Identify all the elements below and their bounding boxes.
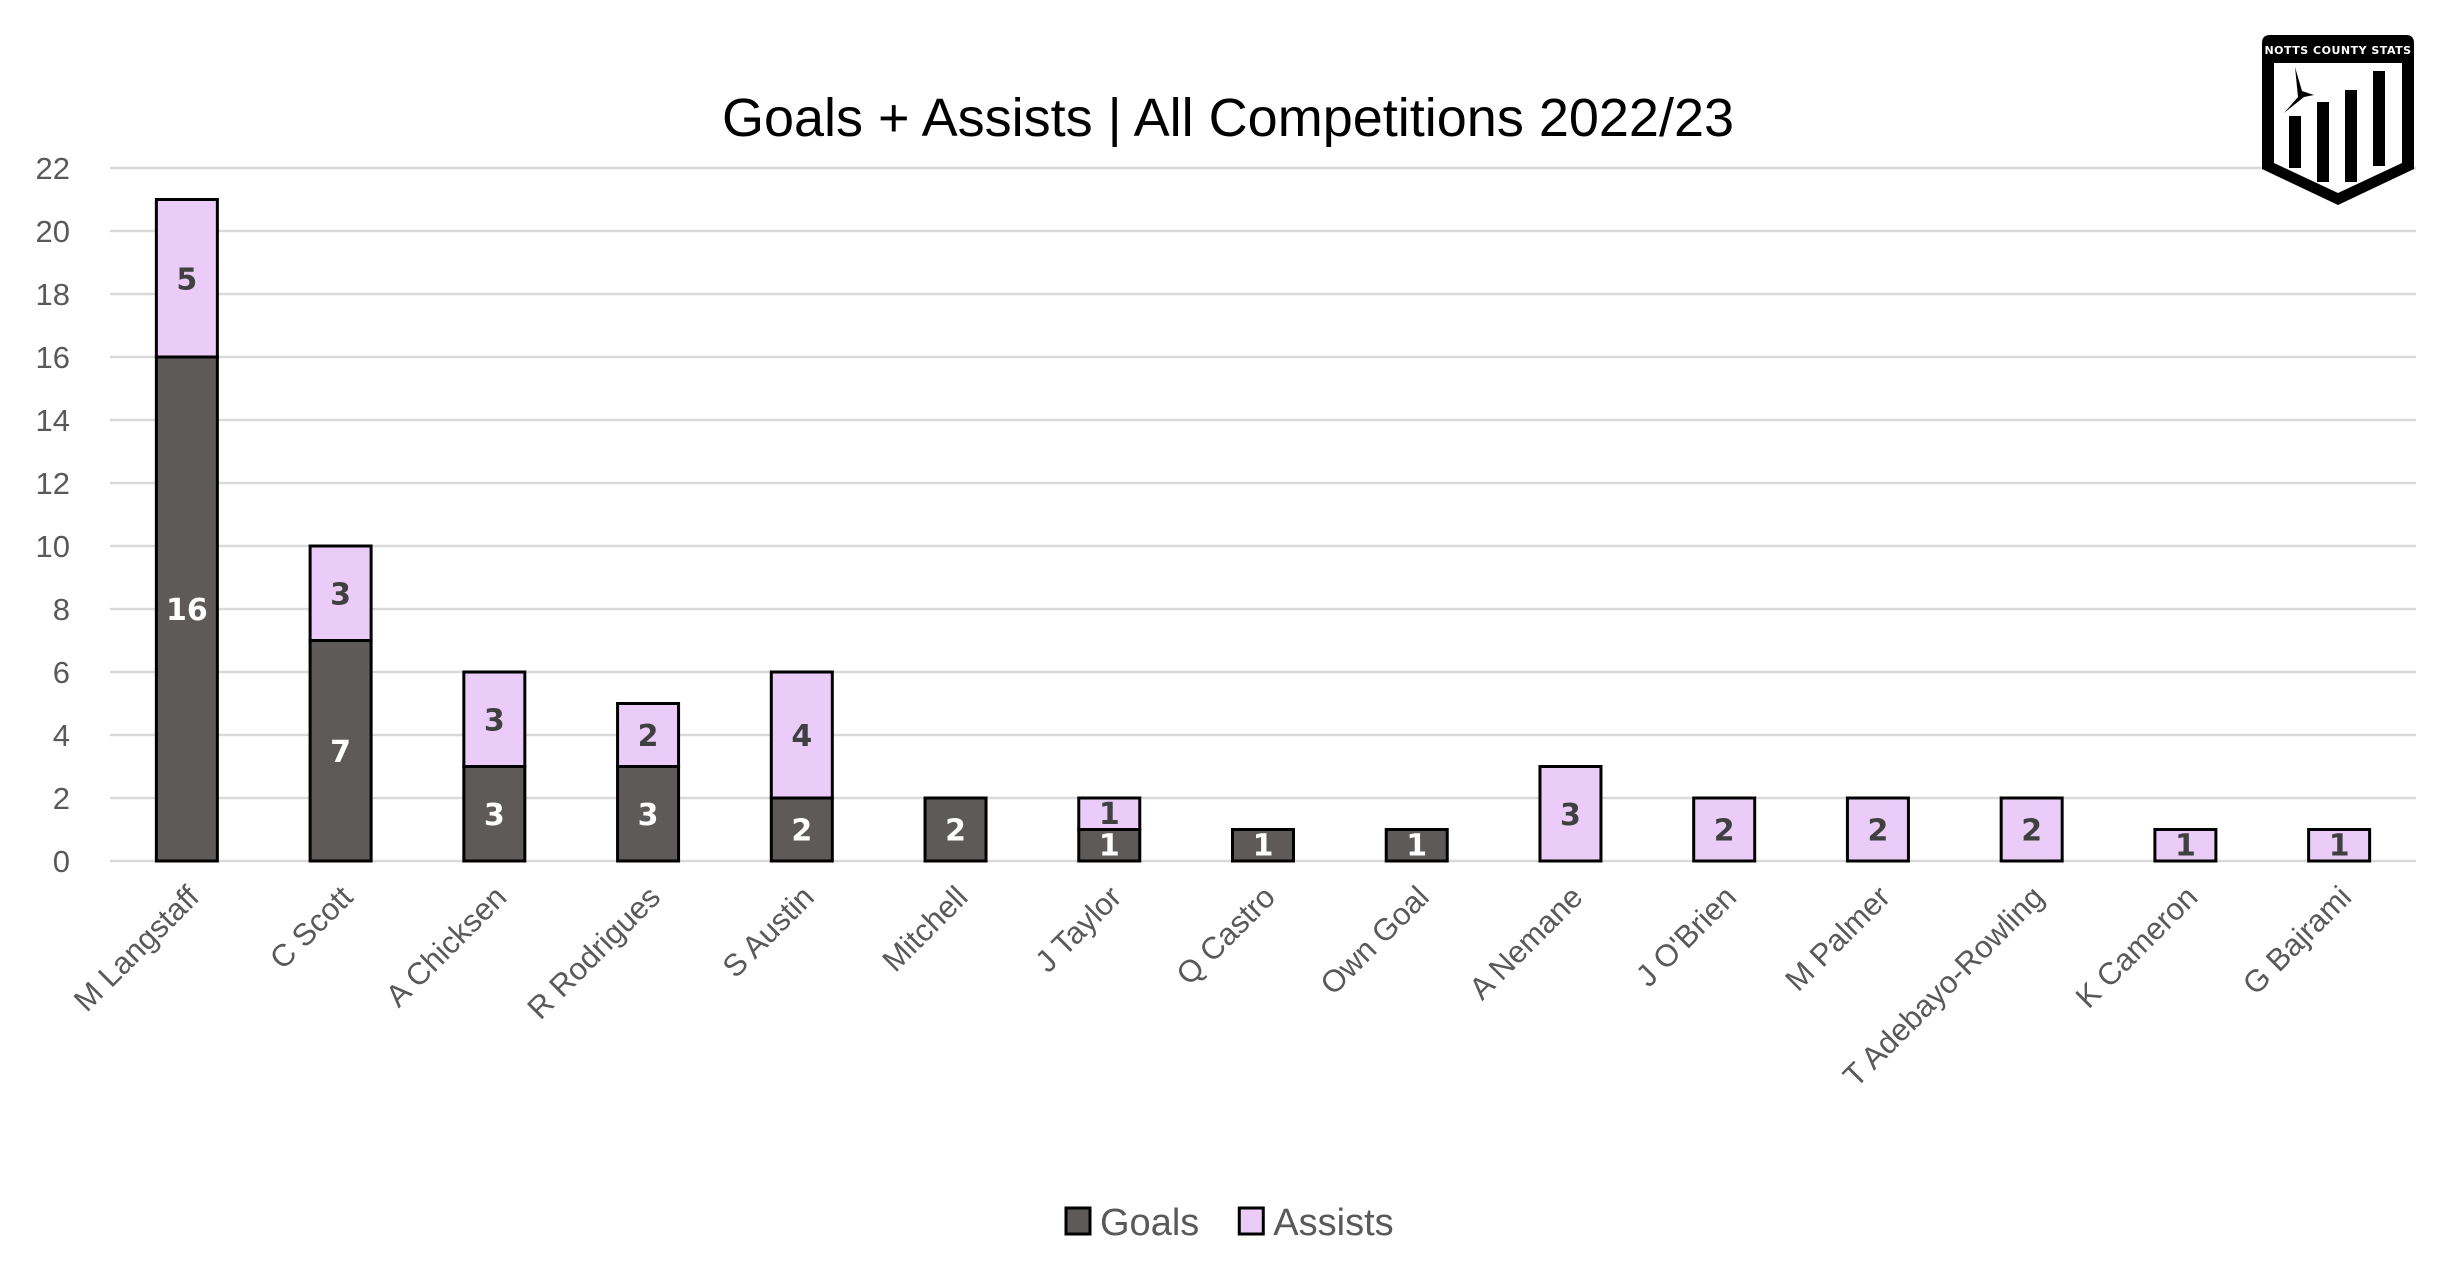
- x-tick-label: Q Castro: [1169, 879, 1281, 991]
- data-label: 2: [791, 814, 812, 849]
- legend-swatch-goals: [1064, 1206, 1092, 1236]
- bar-goals: [1077, 828, 1142, 863]
- y-tick-label: 4: [53, 718, 70, 753]
- legend-swatch-assists: [1237, 1206, 1265, 1236]
- bars: [154, 198, 2372, 863]
- data-label: 1: [1253, 829, 1274, 864]
- x-tick-label: S Austin: [716, 879, 821, 984]
- bar-assists: [2307, 828, 2372, 863]
- chart-title: Goals + Assists | All Competitions 2022/…: [722, 88, 1734, 148]
- bar-assists: [1999, 796, 2064, 863]
- data-label: 2: [1714, 814, 1735, 849]
- data-label: 7: [330, 735, 351, 770]
- data-label: 3: [638, 798, 659, 833]
- bar-assists: [1692, 796, 1757, 863]
- bar-assists: [2153, 828, 2218, 863]
- data-label: 2: [945, 814, 966, 849]
- y-tick-label: 2: [53, 781, 70, 816]
- data-label: 3: [484, 703, 505, 738]
- x-tick-label: M Palmer: [1778, 879, 1897, 998]
- legend-label: Goals: [1100, 1202, 1199, 1244]
- x-tick-label: A Nemane: [1462, 879, 1589, 1006]
- bar-goals: [1384, 828, 1449, 863]
- bar-assists: [462, 670, 527, 768]
- y-axis: 0 2 4 6 8 10 12 14 16 18 20 22: [36, 151, 70, 879]
- bar-goals: [462, 765, 527, 863]
- data-label: 1: [2175, 829, 2196, 864]
- x-tick-label: A Chicksen: [379, 879, 513, 1013]
- data-label: 16: [166, 593, 208, 628]
- bar-assists: [154, 198, 219, 359]
- bar-goals: [616, 765, 681, 863]
- y-tick-label: 12: [36, 466, 70, 501]
- data-label: 2: [1867, 814, 1888, 849]
- data-label: 1: [1099, 829, 1120, 864]
- y-tick-label: 22: [36, 151, 70, 186]
- bar-assists: [616, 702, 681, 768]
- x-tick-label: Own Goal: [1313, 879, 1435, 1001]
- x-tick-label: J Taylor: [1028, 879, 1128, 979]
- data-label: 2: [638, 719, 659, 754]
- x-tick-label: G Bajrami: [2236, 879, 2358, 1001]
- data-label: 2: [2021, 814, 2042, 849]
- svg-text:NOTTS COUNTY STATS: NOTTS COUNTY STATS: [2264, 44, 2411, 57]
- data-label: 3: [484, 798, 505, 833]
- x-tick-label: C Scott: [263, 879, 360, 976]
- data-label: 3: [1560, 798, 1581, 833]
- x-tick-label: J O'Brien: [1629, 879, 1743, 993]
- bar-assists: [1845, 796, 1910, 863]
- y-tick-label: 20: [36, 214, 70, 249]
- legend: Goals Assists: [1064, 1202, 1394, 1244]
- y-tick-label: 6: [53, 655, 70, 690]
- notts-county-stats-logo: NOTTS COUNTY STATS: [2262, 35, 2414, 205]
- legend-label: Assists: [1273, 1202, 1393, 1244]
- bar-assists: [1077, 796, 1142, 831]
- bar-goals: [923, 796, 988, 863]
- y-tick-label: 0: [53, 844, 70, 879]
- x-tick-label: K Cameron: [2069, 879, 2205, 1015]
- y-tick-label: 18: [36, 277, 70, 312]
- data-label: 1: [2329, 829, 2350, 864]
- x-tick-label: R Rodrigues: [520, 879, 667, 1026]
- x-tick-label: M Langstaff: [67, 879, 206, 1018]
- data-label: 4: [791, 719, 812, 754]
- data-label: 3: [330, 577, 351, 612]
- bar-assists: [1538, 765, 1603, 863]
- x-tick-label: Mitchell: [875, 879, 974, 978]
- y-tick-label: 14: [36, 403, 70, 438]
- bar-assists: [308, 544, 373, 642]
- data-label: 5: [176, 262, 197, 297]
- gridlines: [110, 166, 2416, 863]
- y-tick-label: 8: [53, 592, 70, 627]
- x-axis: M Langstaff C Scott A Chicksen R Rodrigues S…: [67, 879, 2358, 1094]
- y-tick-label: 10: [36, 529, 70, 564]
- data-label: 1: [1099, 797, 1120, 832]
- bar-assists: [769, 670, 834, 800]
- bar-goals: [154, 355, 219, 863]
- bar-goals: [1231, 828, 1295, 863]
- data-label: 1: [1406, 829, 1427, 864]
- y-tick-label: 16: [36, 340, 70, 375]
